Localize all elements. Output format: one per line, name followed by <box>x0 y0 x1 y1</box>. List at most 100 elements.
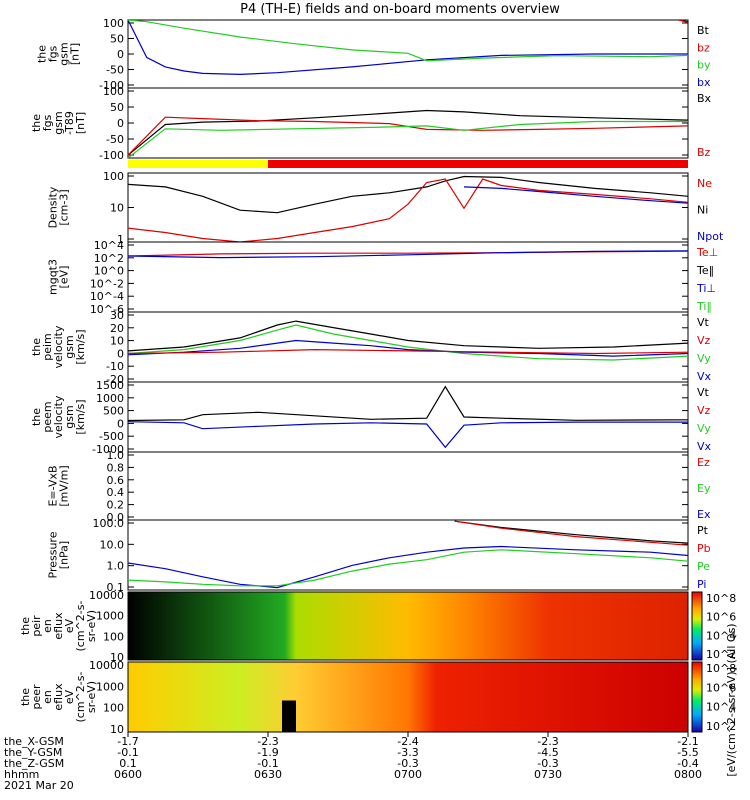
series-pt-line <box>454 520 688 544</box>
panel-density: Density[cm-3] <box>47 172 689 243</box>
series-pe-line <box>128 549 688 587</box>
footer-row-label: the_X-GSM <box>4 735 64 748</box>
legend-te: Te‖ <box>696 264 714 277</box>
series-pi-line <box>128 545 688 589</box>
footer-value: -2.3 <box>257 735 278 748</box>
legend-bz: bz <box>697 41 710 54</box>
y-tick-label: -50 <box>106 133 124 146</box>
footer: the_X-GSM -1.7 -2.3 -2.4 -2.3 -2.1 the_Y-GSM -0… <box>4 732 702 792</box>
y-tick-label: -100 <box>99 79 124 92</box>
legend-bt: Bt <box>697 24 710 37</box>
y-axis-label: thepeirenefluxeV(cm^2-s-sr-eV) <box>19 601 98 652</box>
legend-pe: Pe <box>697 560 710 573</box>
series-vz-line <box>128 348 688 355</box>
legend-ex: Ex <box>697 508 711 521</box>
y-tick-label: 1000 <box>96 610 124 623</box>
y-tick-label: 500 <box>103 405 124 418</box>
y-tick-label: 10^2 <box>94 252 124 265</box>
legend-ti: Ti‖ <box>696 300 712 313</box>
panel-fgs_gsm: thefgsgsm[nT] <box>36 19 689 89</box>
colorbar-tick-label: 10^2 <box>706 720 736 733</box>
y-tick-label: -1000 <box>92 443 124 456</box>
panel-frame <box>127 172 689 243</box>
y-tick-label: 1.0 <box>107 449 125 462</box>
panel-frame <box>127 241 689 313</box>
y-tick-label: 10^-6 <box>90 303 124 316</box>
y-tick-label: 10000 <box>89 659 124 672</box>
legend-bz: Bz <box>697 146 711 159</box>
y-tick-label: -50 <box>106 64 124 77</box>
legend-vx: Vx <box>697 440 712 453</box>
y-tick-label: 10^4 <box>94 239 124 252</box>
series-vt-line <box>128 385 688 422</box>
footer-row-label: the_Y-GSM <box>4 746 62 759</box>
y-tick-label: 50 <box>110 33 124 46</box>
legend-vt: Vt <box>697 316 710 329</box>
series-vt-line <box>128 320 688 352</box>
y-tick-label: 0 <box>117 347 124 360</box>
y-axis-label: thepeerenefluxeV(cm^2-s-sr-eV) <box>19 672 98 723</box>
panel-vi: thepeimvelocitygsm[km/s] <box>30 311 689 383</box>
footer-value: 0800 <box>674 768 702 781</box>
footer-value: -2.1 <box>677 735 698 748</box>
series-ti-line <box>128 250 688 259</box>
legend-ne: Ne <box>697 177 712 190</box>
footer-value: -4.5 <box>537 746 558 759</box>
y-axis-label: thepeimvelocitygsm[km/s] <box>30 325 87 368</box>
panel-frame <box>127 451 689 521</box>
series-by-line <box>128 20 688 62</box>
y-tick-label: 0.6 <box>107 474 125 487</box>
panel-pressure: Pressure[nPa] <box>47 519 689 591</box>
y-tick-label: -10 <box>106 360 124 373</box>
y-axis-label: thefgsgsm-T89[nT] <box>30 111 87 135</box>
y-tick-label: 10^-2 <box>90 277 124 290</box>
footer-row-label: the_Z-GSM <box>4 757 64 770</box>
panel-frame <box>127 591 689 661</box>
legend-vy: Vy <box>697 352 711 365</box>
legend-ni: Ni <box>697 204 708 217</box>
colorbar-tick-label: 10^4 <box>706 701 736 714</box>
series-bx-line <box>128 109 688 156</box>
series-bx-line <box>128 20 688 76</box>
colorbar-tick-label: 10^8 <box>706 592 736 605</box>
y-axis-label: Density[cm-3] <box>47 186 71 228</box>
chart-title: P4 (TH-E) fields and on-board moments ov… <box>240 2 560 17</box>
legend-pt: Pt <box>697 524 709 537</box>
legend-bx: bx <box>697 76 711 89</box>
y-tick-label: -20 <box>106 373 124 386</box>
y-tick-label: 0.1 <box>107 581 125 594</box>
series-vx-line <box>128 421 688 449</box>
panels: thefgsgsm[nT]100500-50-100Btbzbybxthefgs… <box>19 17 738 777</box>
legend-vz: Vz <box>697 334 711 347</box>
y-tick-label: 0 <box>117 48 124 61</box>
y-tick-label: 100 <box>103 630 124 643</box>
region-segment <box>128 160 268 168</box>
colorbar-tick-label: 10^6 <box>706 611 736 624</box>
colorbar-tick-label: 10^2 <box>706 648 736 661</box>
y-tick-label: 1 <box>117 233 124 246</box>
y-tick-label: 10 <box>110 335 124 348</box>
legend-vt: Vt <box>697 386 710 399</box>
panel-fgs_gsm_t89: thefgsgsm-T89[nT] <box>30 87 689 159</box>
y-tick-label: 100 <box>103 17 124 30</box>
legend-pb: Pb <box>697 542 711 555</box>
heatmap-cells <box>128 662 688 732</box>
panel-mgt3: mgqt3[eV] <box>47 241 689 313</box>
y-tick-label: 10 <box>110 723 124 736</box>
colorbar <box>691 591 703 733</box>
footer-value: -1.9 <box>257 746 278 759</box>
legend-vz: Vz <box>697 404 711 417</box>
legend-npot: Npot <box>697 230 724 243</box>
panel-ve: thepeemvelocitygsm[km/s] <box>30 381 689 453</box>
heatmap-cells <box>128 592 688 660</box>
y-tick-label: 0 <box>117 117 124 130</box>
y-tick-label: -100 <box>99 149 124 162</box>
y-tick-label: 100 <box>103 702 124 715</box>
series-pb-line <box>454 520 688 546</box>
y-tick-label: 100 <box>103 85 124 98</box>
y-tick-label: 10000 <box>89 589 124 602</box>
series-ne-line <box>128 178 688 242</box>
colorbar-label: [eV/(cm^2-s-sr-eV)] (All Qs) <box>725 623 738 776</box>
legend-te: Te⊥ <box>696 246 718 259</box>
